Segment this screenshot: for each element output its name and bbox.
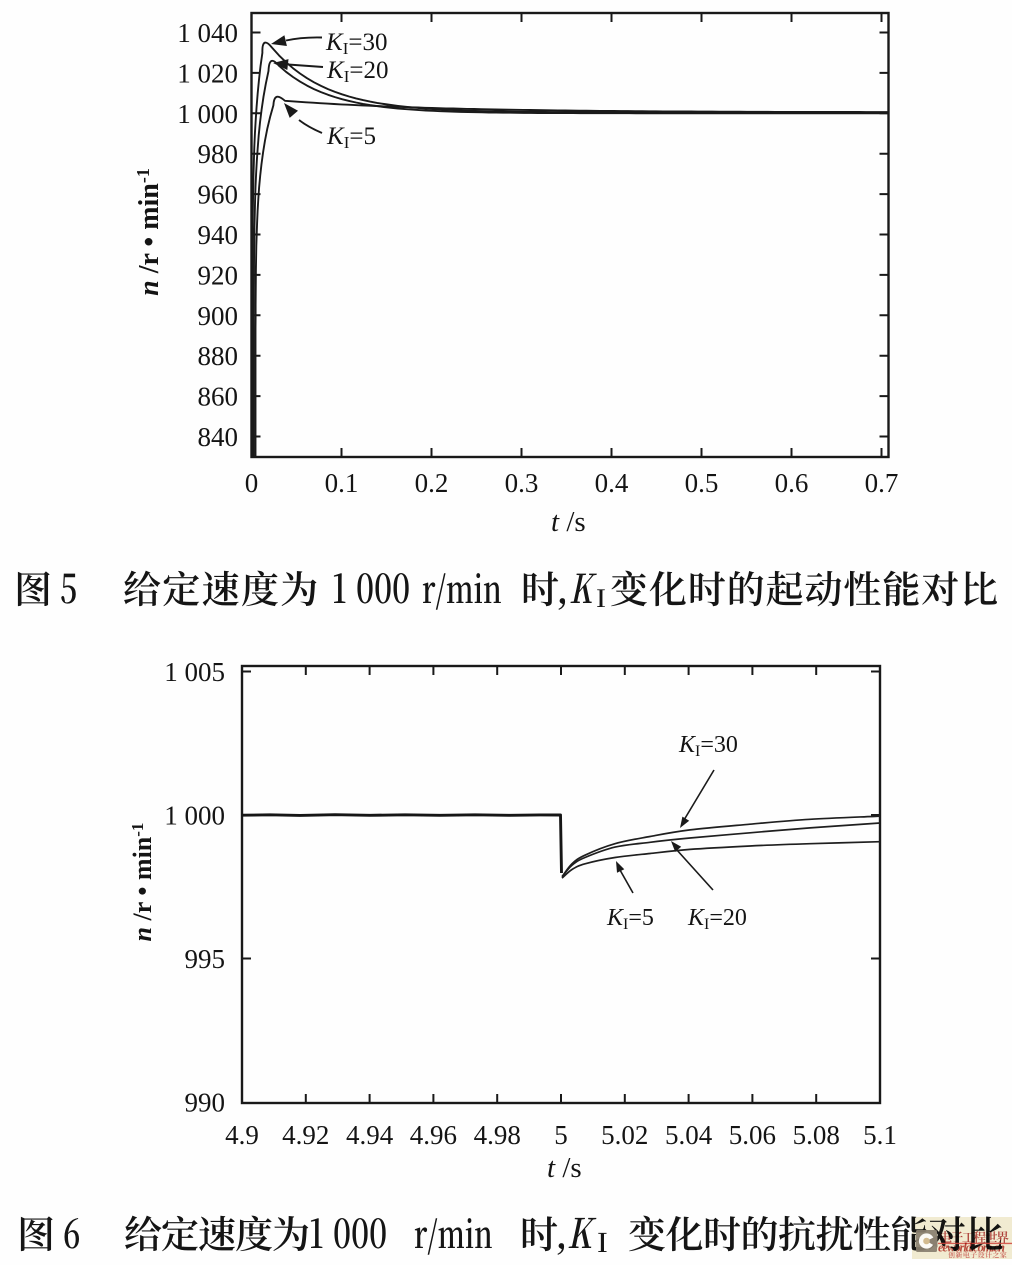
svg-text:KI=20: KI=20 <box>326 57 388 86</box>
svg-text:5: 5 <box>554 1120 568 1150</box>
svg-text:860: 860 <box>198 382 239 412</box>
svg-text:KI=5: KI=5 <box>326 123 376 152</box>
svg-text:1 000: 1 000 <box>164 801 225 831</box>
svg-text:5.08: 5.08 <box>793 1120 840 1150</box>
svg-text:eeworld.com.cn: eeworld.com.cn <box>938 1241 1005 1255</box>
svg-text:KI=5: KI=5 <box>606 905 654 933</box>
svg-text:4.96: 4.96 <box>410 1120 457 1150</box>
svg-text:1 020: 1 020 <box>177 58 238 88</box>
svg-text:n /r • min-1: n /r • min-1 <box>128 823 157 942</box>
svg-text:0: 0 <box>245 468 259 498</box>
svg-text:0.3: 0.3 <box>505 468 539 498</box>
svg-text:t /s: t /s <box>551 506 586 538</box>
svg-text:4.92: 4.92 <box>282 1120 329 1150</box>
svg-text:KI=30: KI=30 <box>678 732 738 760</box>
svg-text:0.2: 0.2 <box>415 468 449 498</box>
svg-text:4.9: 4.9 <box>225 1120 259 1150</box>
svg-text:KI=30: KI=30 <box>325 29 387 58</box>
svg-text:5.1: 5.1 <box>863 1120 897 1150</box>
svg-text:KI=20: KI=20 <box>687 905 747 933</box>
svg-text:940: 940 <box>198 220 239 250</box>
svg-text:n /r • min-1: n /r • min-1 <box>133 168 165 296</box>
svg-text:880: 880 <box>198 341 239 371</box>
svg-text:0.6: 0.6 <box>775 468 809 498</box>
svg-text:5.02: 5.02 <box>601 1120 648 1150</box>
svg-text:0.7: 0.7 <box>865 468 899 498</box>
svg-text:1 000: 1 000 <box>177 99 238 129</box>
svg-text:960: 960 <box>198 180 239 210</box>
svg-text:900: 900 <box>198 301 239 331</box>
svg-text:t /s: t /s <box>547 1152 582 1184</box>
svg-text:4.98: 4.98 <box>474 1120 521 1150</box>
svg-text:0.4: 0.4 <box>595 468 629 498</box>
svg-text:5.04: 5.04 <box>665 1120 713 1150</box>
svg-text:990: 990 <box>185 1088 226 1118</box>
svg-text:0.1: 0.1 <box>325 468 359 498</box>
svg-text:920: 920 <box>198 260 239 290</box>
svg-text:1 040: 1 040 <box>177 18 238 48</box>
svg-text:995: 995 <box>185 944 226 974</box>
svg-text:1 005: 1 005 <box>164 657 225 687</box>
svg-text:4.94: 4.94 <box>346 1120 394 1150</box>
svg-text:5.06: 5.06 <box>729 1120 776 1150</box>
svg-text:980: 980 <box>198 139 239 169</box>
svg-text:840: 840 <box>198 422 239 452</box>
svg-text:0.5: 0.5 <box>685 468 719 498</box>
